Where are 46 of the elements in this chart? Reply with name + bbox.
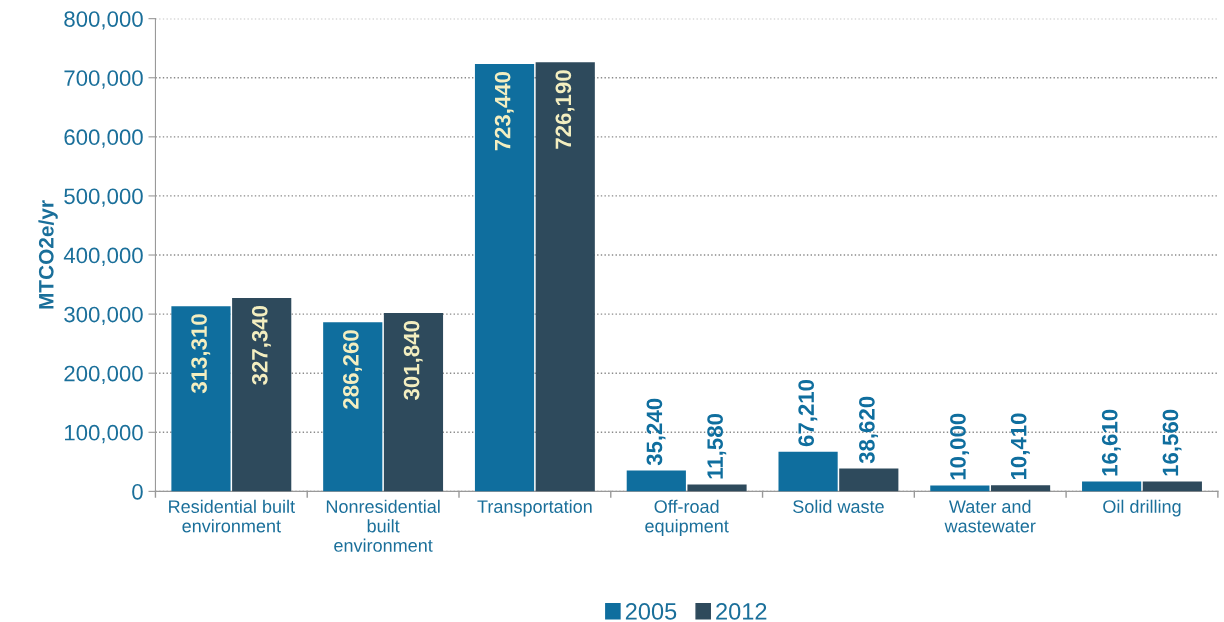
data-label: 723,440 [494,71,514,151]
bar [323,322,383,492]
bar [839,468,899,492]
bar [535,62,595,492]
data-label: 313,310 [191,314,211,394]
x-tick-label: Transportation [477,499,592,517]
bar [990,485,1051,492]
bar [626,470,686,492]
y-tick-label: 700,000 [64,70,143,89]
data-label: 38,620 [859,396,878,464]
bar [171,306,231,492]
x-tick-label: Nonresidential built environment [326,499,440,552]
bar [930,485,990,492]
data-label: 11,580 [707,413,727,479]
y-tick-label: 800,000 [64,11,143,30]
y-tick-label: 0 [132,483,143,500]
data-label: 286,260 [342,330,362,409]
y-axis-title: MTCO2e/yr [38,200,58,309]
data-label: 67,210 [798,379,818,447]
data-label: 10,410 [1010,413,1030,480]
legend-label: 2012 [716,603,767,620]
y-tick-label: 400,000 [63,247,143,266]
bar [1142,481,1202,492]
data-label: 327,340 [251,305,271,385]
y-tick-label: 100,000 [65,424,143,444]
bar [232,297,292,492]
y-tick-label: 600,000 [64,129,143,148]
bar [474,63,535,492]
data-label: 16,610 [1101,409,1121,476]
y-tick-label: 300,000 [64,306,143,326]
x-tick-label: Solid waste [793,499,884,513]
bar [778,451,838,492]
data-label: 16,560 [1162,409,1182,476]
data-label: 35,240 [646,398,666,466]
x-tick-label: Residential built environment [169,499,295,533]
x-tick-label: Oil drilling [1103,499,1181,517]
bar [383,313,444,492]
data-label: 301,840 [403,321,423,400]
bar [1082,481,1142,492]
data-label: 10,000 [950,413,970,480]
y-tick-label: 500,000 [64,188,143,207]
x-tick-label: Off-road equipment [645,499,729,536]
data-label: 726,190 [555,70,575,149]
legend-label: 2005 [625,603,677,620]
y-tick-label: 200,000 [64,365,143,385]
x-tick-label: Water and wastewater [944,499,1036,533]
